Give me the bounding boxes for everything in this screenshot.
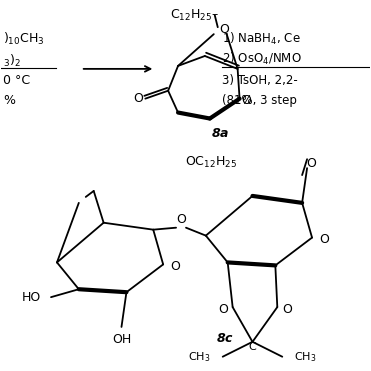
Text: CH$_3$: CH$_3$ xyxy=(294,350,317,364)
Text: $\bfit{8a}$: $\bfit{8a}$ xyxy=(211,127,229,140)
Text: C$_{12}$H$_{25}$–: C$_{12}$H$_{25}$– xyxy=(170,8,219,23)
Text: 3) TsOH, 2,2-: 3) TsOH, 2,2- xyxy=(222,74,298,87)
Text: C: C xyxy=(249,342,256,352)
Text: O: O xyxy=(219,23,229,36)
Text: O: O xyxy=(170,260,180,273)
Text: O: O xyxy=(242,94,252,107)
Text: HO: HO xyxy=(22,290,41,303)
Text: O: O xyxy=(319,233,329,246)
Text: 2) OsO$_4$/NMO: 2) OsO$_4$/NMO xyxy=(222,51,301,67)
Text: $_3$)$_2$: $_3$)$_2$ xyxy=(3,53,21,69)
Text: OH: OH xyxy=(112,333,131,347)
Text: CH$_3$: CH$_3$ xyxy=(188,350,211,364)
Text: 1) NaBH$_4$, Ce: 1) NaBH$_4$, Ce xyxy=(222,31,301,47)
Text: O: O xyxy=(282,303,292,316)
Text: 0 °C: 0 °C xyxy=(3,74,30,87)
Text: %: % xyxy=(3,94,15,107)
Text: (81%, 3 step: (81%, 3 step xyxy=(222,94,296,107)
Text: $\bfit{8c}$: $\bfit{8c}$ xyxy=(216,332,234,345)
Text: O: O xyxy=(218,303,228,316)
Text: )$_{10}$CH$_3$: )$_{10}$CH$_3$ xyxy=(3,31,45,47)
Text: O: O xyxy=(176,213,186,226)
Text: OC$_{12}$H$_{25}$: OC$_{12}$H$_{25}$ xyxy=(185,155,237,170)
Text: O: O xyxy=(134,92,143,105)
Text: O: O xyxy=(306,157,316,170)
